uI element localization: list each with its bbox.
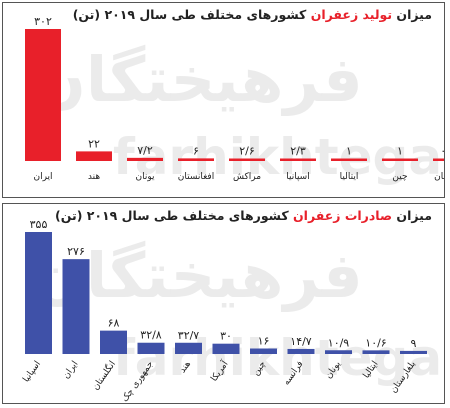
category-label: جمهوری چک — [120, 359, 155, 403]
category-label: یونان — [135, 172, 155, 182]
title-prefix: میزان — [392, 208, 432, 223]
data-label: ۲۲ — [88, 137, 100, 150]
data-label: ۶۸ — [108, 317, 120, 330]
bar — [382, 158, 418, 161]
category-label: فرانسه — [282, 359, 306, 387]
category-label: آذربایجان — [434, 170, 444, 182]
bar — [62, 259, 90, 354]
category-label: افغانستان — [178, 172, 215, 182]
export-chart-panel: فرهیختگان farhikhtegan میزان صادرات زعفر… — [2, 203, 445, 404]
category-label: هند — [178, 359, 193, 375]
bar — [76, 151, 112, 161]
export-chart-title: میزان صادرات زعفران کشورهای مختلف طی سال… — [55, 208, 432, 223]
bar — [229, 158, 265, 161]
category-label: ایتالیا — [362, 359, 381, 380]
bar — [325, 350, 352, 354]
data-label: ۳۰ — [220, 330, 232, 343]
category-label: یونان — [324, 359, 343, 381]
data-label: ۲/۳ — [290, 145, 306, 158]
category-label: هند — [88, 172, 100, 182]
category-label: انگلستان — [89, 358, 118, 392]
data-label: ۱۰/۶ — [365, 336, 386, 349]
data-label: ۶ — [193, 144, 199, 157]
data-label: ۷/۲ — [137, 144, 153, 157]
title-prefix: میزان — [392, 7, 432, 22]
bar — [400, 350, 427, 354]
export-chart: ۳۵۵ اسپانیا ۲۷۶ ایران ۶۸ انگلستان ۳۲/۸ جمهوری چ… — [21, 218, 427, 403]
bar — [212, 343, 240, 354]
data-label: ۱۶ — [258, 335, 270, 348]
data-label: ۰/۲۳ — [440, 145, 444, 158]
production-chart: ۳۰۲ ایران ۲۲ هند ۷/۲ یونان ۶ افغانستان ۲/۶ مراکش ۲… — [25, 15, 444, 182]
production-chart-panel: فرهیختگان farhikhtegan میزان تولید زعفرا… — [2, 2, 445, 198]
data-label: ۱۴/۷ — [290, 335, 312, 348]
category-label: ایران — [33, 172, 52, 182]
data-label: ۱۰/۹ — [328, 336, 350, 349]
data-label: ۲۷۶ — [67, 245, 85, 258]
category-label: اسپانیا — [21, 359, 43, 384]
category-label: آمریکا — [208, 358, 231, 384]
production-chart-title: میزان تولید زعفران کشورهای مختلف طی سال … — [73, 7, 432, 22]
bar — [178, 158, 214, 161]
data-label: ۳۰۲ — [34, 15, 52, 28]
category-label: ایران — [61, 359, 80, 380]
category-label: بلغارستان — [389, 359, 418, 395]
data-label: ۳۵۵ — [30, 218, 48, 231]
data-label: ۳۲/۸ — [140, 329, 162, 342]
title-highlight: صادرات زعفران — [293, 208, 393, 223]
bar — [25, 232, 52, 354]
bar — [331, 158, 367, 161]
bar — [127, 157, 163, 161]
data-label: ۱ — [346, 145, 352, 158]
category-label: چین — [251, 359, 268, 377]
title-highlight: تولید زعفران — [310, 7, 393, 22]
bar — [175, 342, 202, 354]
bar — [280, 158, 316, 161]
data-label: ۱ — [397, 145, 403, 158]
category-label: اسپانیا — [286, 172, 309, 182]
category-label: چین — [392, 172, 407, 182]
data-label: ۲/۶ — [239, 145, 255, 158]
title-suffix: کشورهای مختلف طی سال ۲۰۱۹ (تن) — [72, 7, 311, 22]
data-label: ۳۲/۷ — [178, 329, 200, 342]
title-suffix: کشورهای مختلف طی سال ۲۰۱۹ (تن) — [55, 208, 294, 223]
bar — [100, 330, 127, 354]
bar — [362, 350, 390, 354]
category-label: مراکش — [233, 172, 261, 182]
bar — [25, 29, 61, 161]
data-label: ۹ — [411, 337, 417, 350]
bar — [287, 348, 315, 354]
bar — [137, 342, 165, 354]
bar — [433, 158, 444, 161]
bar — [250, 348, 277, 354]
category-label: ایتالیا — [340, 172, 359, 182]
